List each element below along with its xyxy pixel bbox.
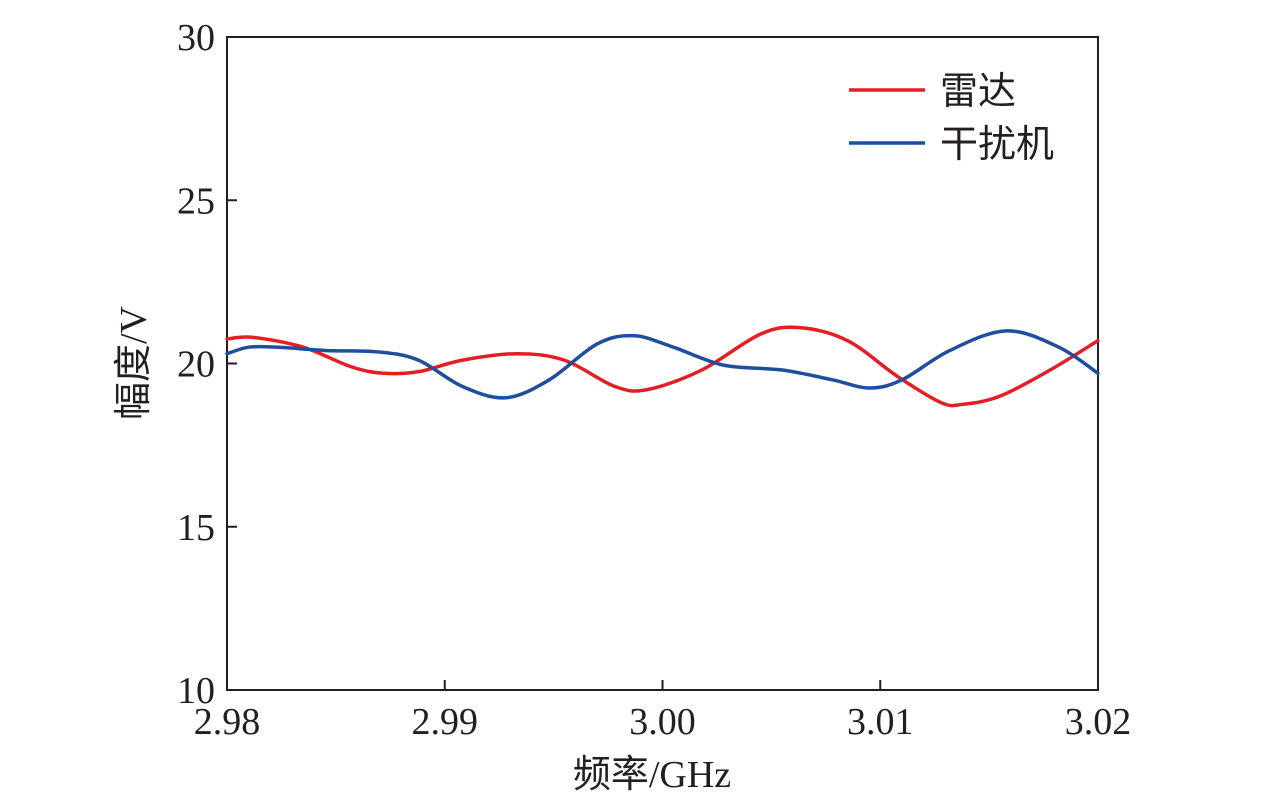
y-axis-label: 幅度/V (113, 305, 155, 420)
legend-label-radar: 雷达 (940, 71, 1016, 113)
x-tick-label: 2.98 (194, 701, 261, 743)
series-layer (225, 325, 1100, 408)
series-line-radar (225, 325, 1100, 408)
x-axis-label: 频率/GHz (573, 754, 731, 796)
y-tick-label: 10 (177, 670, 215, 712)
legend: 雷达 干扰机 (849, 71, 1054, 166)
x-tick-label: 3.02 (1065, 701, 1132, 743)
y-tick-label: 25 (177, 180, 215, 222)
legend-label-jammer: 干扰机 (940, 124, 1054, 166)
y-axis: 10 15 20 25 30 (177, 17, 237, 712)
y-tick-label: 15 (177, 507, 215, 549)
x-tick-label: 3.01 (847, 701, 914, 743)
y-tick-label: 20 (177, 344, 215, 386)
y-tick-label: 30 (177, 17, 215, 59)
x-tick-label: 3.00 (629, 701, 696, 743)
x-tick-label: 2.99 (412, 701, 479, 743)
series-line-jammer (225, 329, 1100, 400)
x-axis: 2.98 2.99 3.00 3.01 3.02 (194, 680, 1132, 743)
